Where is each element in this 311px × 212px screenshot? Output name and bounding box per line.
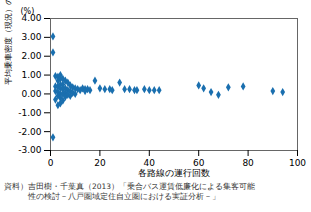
svg-text:0.00: 0.00 — [21, 89, 41, 99]
svg-text:0: 0 — [48, 158, 54, 168]
svg-text:4.00: 4.00 — [21, 13, 42, 24]
svg-text:2.00: 2.00 — [21, 51, 41, 61]
svg-text:40: 40 — [144, 158, 156, 168]
svg-text:-3.00: -3.00 — [18, 145, 42, 155]
html-text:資料）吉田樹・千葉真（2013）「乗合バス運賃低廉化による集: 資料）吉田樹・千葉真（2013）「乗合バス運賃低廉化による集客可能 性の検討－八… — [4, 182, 256, 201]
svg-text:100: 100 — [289, 158, 306, 168]
svg-text:各路線の運行回数: 各路線の運行回数 — [138, 168, 210, 178]
svg-text:80: 80 — [242, 158, 254, 168]
svg-text:1.00: 1.00 — [21, 70, 41, 80]
svg-text:60: 60 — [193, 158, 205, 168]
svg-text:3.00: 3.00 — [21, 32, 41, 42]
svg-text:平均乗車密度（現況）の変化量: 平均乗車密度（現況）の変化量 — [4, 0, 13, 85]
svg-text:-2.00: -2.00 — [18, 127, 42, 137]
svg-text:-1.00: -1.00 — [18, 108, 42, 118]
svg-text:(%): (%) — [21, 7, 35, 16]
svg-text:20: 20 — [94, 158, 106, 168]
